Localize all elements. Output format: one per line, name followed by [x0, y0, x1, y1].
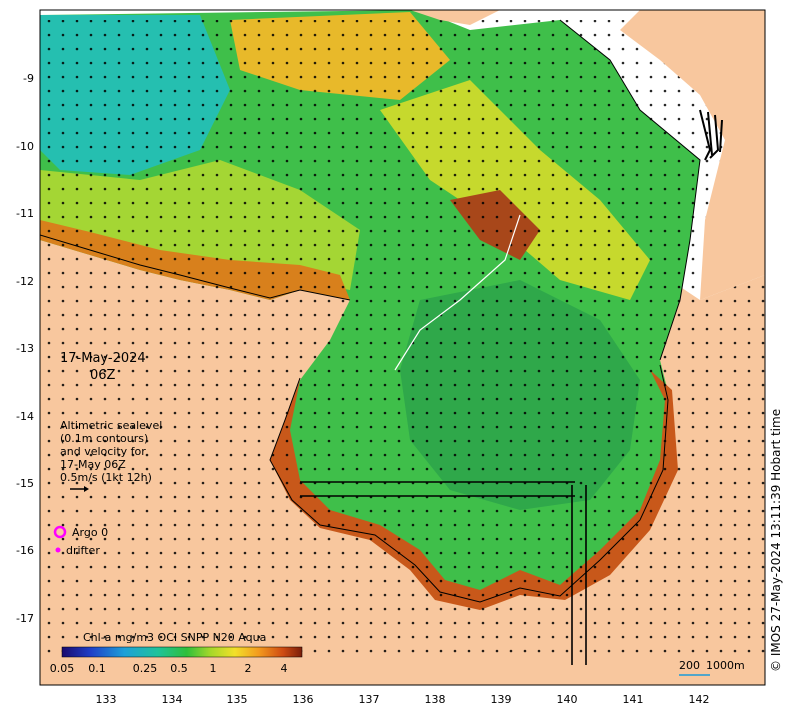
- colorbar: [61, 646, 303, 658]
- new-guinea-land: [410, 10, 500, 25]
- lat-tick: -9: [23, 72, 34, 85]
- credit-text: © IMOS 27-May-2024 13:11:39 Hobart time: [769, 409, 783, 672]
- lat-tick: -16: [16, 544, 34, 557]
- lon-tick: 142: [689, 693, 710, 706]
- current-arrows: [300, 481, 587, 665]
- depth-label: 1000m: [706, 659, 745, 672]
- map-border: [39, 9, 766, 686]
- argo-marker-icon: [53, 525, 67, 539]
- lon-tick: 136: [293, 693, 314, 706]
- coastline: [40, 234, 669, 603]
- colorbar-tick: 0.25: [133, 662, 158, 675]
- colorbar-tick: 1: [210, 662, 217, 675]
- legend-line: Altimetric sealevel: [60, 419, 162, 432]
- lon-tick: 141: [623, 693, 644, 706]
- drifter-label: drifter: [66, 544, 100, 557]
- drifter-marker-icon: [55, 547, 61, 553]
- colorbar-tick: 0.05: [50, 662, 75, 675]
- lon-tick: 134: [162, 693, 183, 706]
- lat-tick: -10: [16, 140, 34, 153]
- lat-tick: -13: [16, 342, 34, 355]
- colorbar-title: Chl-a mg/m3 OCI SNPP N20 Aqua: [83, 631, 266, 644]
- lat-tick: -11: [16, 207, 34, 220]
- legend-line: 0.5m/s (1kt 12h): [60, 471, 152, 484]
- lat-tick: -17: [16, 612, 34, 625]
- lon-tick: 135: [227, 693, 248, 706]
- cape-york-land: [620, 10, 765, 300]
- altimetry-track: [394, 214, 521, 371]
- latitude-axis: -9 -10 -11 -12 -13 -14 -15 -16 -17: [16, 72, 34, 625]
- colorbar-tick: 0.5: [170, 662, 188, 675]
- legend-line: and velocity for: [60, 445, 146, 458]
- colorbar-tick: 0.1: [88, 662, 106, 675]
- lon-tick: 139: [491, 693, 512, 706]
- lat-tick: -14: [16, 410, 34, 423]
- drifter-tracks: [699, 109, 723, 161]
- legend-line: 17-May 06Z: [60, 458, 126, 471]
- longitude-axis: 133 134 135 136 137 138 139 140 141 142: [96, 693, 710, 706]
- lat-tick: -12: [16, 275, 34, 288]
- colorbar-tick: 4: [281, 662, 288, 675]
- velocity-legend: Altimetric sealevel (0.1m contours) and …: [60, 419, 162, 484]
- map-date: 17-May-2024: [60, 351, 146, 366]
- argo-label: Argo 0: [72, 526, 108, 539]
- map-time: 06Z: [90, 368, 116, 383]
- lat-tick: -15: [16, 477, 34, 490]
- lon-tick: 140: [557, 693, 578, 706]
- coastline-northeast: [559, 19, 701, 361]
- arrowhead-icon: [84, 486, 89, 492]
- legend-line: (0.1m contours): [60, 432, 148, 445]
- colorbar-ticks: 0.05 0.1 0.25 0.5 1 2 4: [50, 662, 288, 675]
- colorbar-tick: 2: [245, 662, 252, 675]
- lon-tick: 138: [425, 693, 446, 706]
- velocity-grid: [40, 20, 765, 660]
- lon-tick: 137: [359, 693, 380, 706]
- scale-label: 200: [679, 659, 700, 672]
- lon-tick: 133: [96, 693, 117, 706]
